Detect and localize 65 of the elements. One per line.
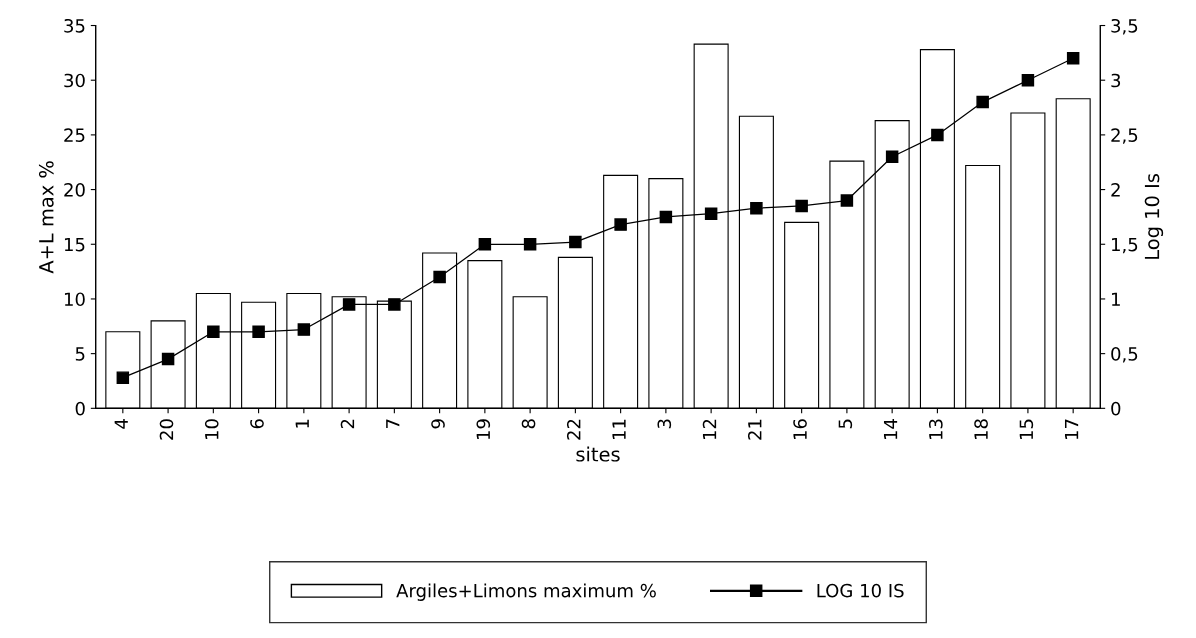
point (750, 201, 763, 215)
point (388, 298, 401, 311)
point (931, 128, 944, 142)
legend-label: Argiles+Limons maximum % (396, 583, 656, 601)
point (523, 238, 537, 251)
y-tick-label: 30 (64, 73, 85, 88)
point (840, 194, 854, 207)
y2-tick-label: 1 (1112, 292, 1120, 306)
x-tick-label: 8 (521, 419, 536, 429)
x-tick-label: 17 (1064, 419, 1079, 440)
point (704, 207, 718, 220)
x-axis-title: sites (576, 446, 620, 462)
x-tick-label: 6 (250, 419, 264, 429)
x-tick-label: 1 (295, 419, 309, 428)
point (342, 298, 356, 311)
y-tick-label: 0 (75, 401, 85, 416)
x-tick-label: 16 (793, 419, 807, 440)
y2-tick-label: 2,5 (1111, 128, 1138, 144)
y-tick-label: 5 (75, 347, 85, 361)
y-axis-title: A+L max % (38, 161, 54, 274)
x-tick-label: 14 (883, 419, 898, 440)
point (207, 325, 220, 339)
point (478, 238, 492, 251)
x-tick-label: 5 (838, 419, 853, 429)
y-tick-label: 35 (64, 18, 85, 33)
x-tick-label: 15 (1019, 419, 1034, 440)
y2-tick-label: 1,5 (1112, 237, 1138, 254)
y2-tick-label: 0 (1111, 401, 1121, 416)
point (116, 371, 130, 384)
y2-tick-label: 3 (1111, 73, 1121, 88)
x-tick-label: 11 (612, 419, 626, 440)
y2-axis-title: Log 10 Is (1144, 174, 1164, 259)
x-tick-label: 2 (340, 419, 355, 429)
x-tick-label: 19 (476, 419, 491, 440)
x-tick-label: 13 (928, 419, 943, 440)
x-tick-label: 18 (974, 419, 988, 440)
legend-label: LOG 10 IS (817, 583, 904, 598)
x-tick-label: 4 (114, 419, 128, 429)
point (1066, 52, 1080, 65)
y2-tick-label: 2 (1111, 183, 1120, 197)
point (569, 235, 582, 249)
point (252, 325, 265, 339)
x-tick-label: 3 (657, 419, 672, 429)
y2-tick-label: 0,5 (1111, 347, 1138, 363)
x-tick-label: 12 (702, 419, 717, 440)
x-tick-label: 9 (431, 419, 445, 429)
point (614, 218, 627, 231)
point (885, 150, 899, 164)
point (161, 352, 175, 366)
point (297, 323, 311, 336)
x-tick-label: 10 (204, 419, 219, 440)
x-tick-label: 20 (159, 419, 174, 440)
x-tick-label: 7 (386, 419, 400, 429)
y-tick-label: 10 (64, 292, 85, 307)
y-tick-label: 25 (64, 128, 85, 143)
y2-tick-label: 3,5 (1111, 18, 1138, 35)
x-tick-label: 22 (566, 419, 581, 440)
point (795, 199, 808, 213)
point (976, 95, 989, 109)
point (433, 270, 446, 284)
y-tick-label: 15 (64, 237, 85, 252)
x-tick-label: 21 (747, 419, 762, 440)
point (1021, 73, 1035, 87)
point (659, 210, 673, 224)
y-tick-label: 20 (64, 183, 85, 197)
